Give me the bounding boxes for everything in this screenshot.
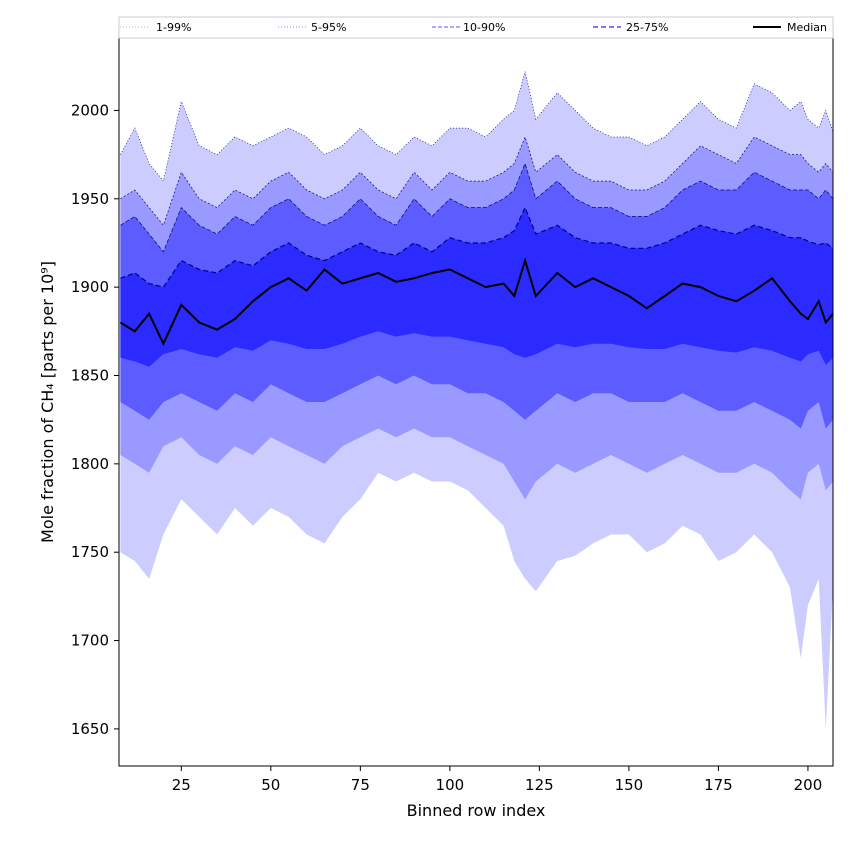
y-tick-label: 1650 xyxy=(71,720,109,738)
y-tick-label: 2000 xyxy=(71,101,109,119)
band-25-to-75 xyxy=(120,207,833,367)
y-axis-label: Mole fraction of CH₄ [parts per 10⁹] xyxy=(38,261,57,543)
x-axis-label: Binned row index xyxy=(407,801,546,820)
median-line xyxy=(119,257,834,347)
x-tick-label: 25 xyxy=(172,776,191,794)
legend-label: 10-90% xyxy=(463,21,505,34)
x-tick-label: 75 xyxy=(351,776,370,794)
y-axis: 1650 1700 1750 1800 1850 1900 1950 2000 xyxy=(71,101,119,738)
y-tick-label: 1900 xyxy=(71,278,109,296)
band-group xyxy=(120,71,833,729)
x-tick-label: 125 xyxy=(525,776,554,794)
legend-frame xyxy=(118,16,834,39)
legend-label: 1-99% xyxy=(156,21,191,34)
y-tick-label: 1950 xyxy=(71,190,109,208)
x-tick-label: 100 xyxy=(436,776,465,794)
x-tick-label: 200 xyxy=(794,776,823,794)
x-tick-label: 50 xyxy=(261,776,280,794)
legend-label: 25-75% xyxy=(626,21,668,34)
line-group xyxy=(119,71,834,347)
legend-label: 5-95% xyxy=(311,21,346,34)
legend: 1-99% 5-95% 10-90% 25-75% Median xyxy=(118,16,834,39)
y-tick-label: 1850 xyxy=(71,366,109,384)
x-tick-label: 175 xyxy=(704,776,733,794)
y-tick-label: 1700 xyxy=(71,632,109,650)
band-upper-line-5-to-95 xyxy=(120,135,834,227)
y-tick-label: 1800 xyxy=(71,455,109,473)
x-tick-label: 150 xyxy=(615,776,644,794)
legend-label: Median xyxy=(787,21,827,34)
y-tick-label: 1750 xyxy=(71,543,109,561)
band-upper-line-25-to-75 xyxy=(120,206,834,288)
x-axis: 25 50 75 100 125 150 175 200 xyxy=(172,766,822,794)
band-upper-line-10-to-90 xyxy=(120,162,834,253)
